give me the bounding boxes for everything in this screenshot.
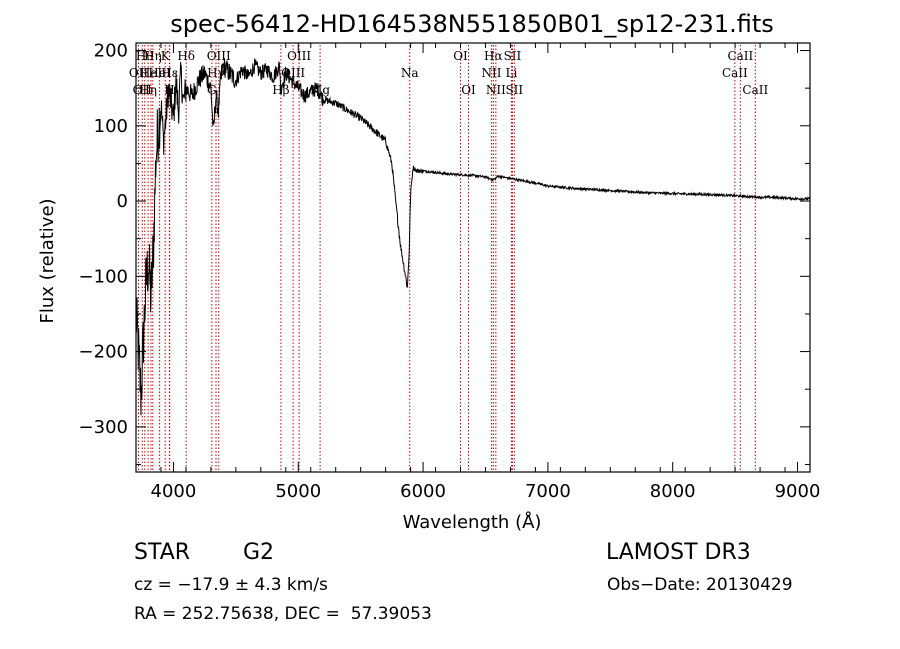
line-marker-label-16: OIII [287, 49, 311, 63]
survey-name: LAMOST DR3 [606, 540, 751, 565]
chart-title: spec-56412-HD164538N551850B01_sp12-231.f… [170, 10, 774, 38]
line-marker-label-7: K [161, 49, 171, 63]
object-class: STAR [134, 540, 191, 565]
line-marker-label-1: OII [133, 83, 153, 97]
line-marker-label-19: OI [453, 49, 468, 63]
series-layer [135, 58, 811, 416]
line-marker-label-4: HeI [140, 66, 163, 80]
line-marker-label-10: Hδ [177, 49, 195, 63]
line-marker-label-29: CaII [742, 83, 768, 97]
line-marker-label-5: Hη [144, 49, 162, 63]
line-marker-label-28: CaII [727, 49, 753, 63]
line-marker-label-24: Li [506, 66, 518, 80]
line-marker-label-0: OII [129, 66, 149, 80]
y-tick-label: 100 [94, 116, 128, 137]
plot-frame [135, 42, 811, 473]
line-markers: OIIOIIHθHηHeIHηHeIKHHεHδGHγOIIIHβOIIIOII… [129, 45, 768, 472]
x-tick-label: 9000 [775, 481, 821, 502]
line-marker-label-27: CaII [722, 66, 748, 80]
line-marker-label-22: Hα [484, 49, 503, 63]
line-marker-label-26: SII [505, 83, 523, 97]
series-line-flux [135, 58, 811, 416]
line-marker-label-9: Hε [161, 66, 178, 80]
x-axis-label: Wavelength (Å) [403, 511, 542, 533]
x-tick-label: 5000 [275, 481, 321, 502]
x-tick-label: 7000 [525, 481, 571, 502]
line-marker-label-25: SII [504, 49, 522, 63]
line-marker-label-20: OI [461, 83, 476, 97]
x-tick-label: 8000 [650, 481, 696, 502]
line-marker-label-2: Hθ [136, 49, 154, 63]
coordinates: RA = 252.75638, DEC = 57.39053 [134, 604, 432, 624]
subclass: G2 [243, 540, 275, 565]
x-tick-label: 4000 [151, 481, 197, 502]
y-tick-label: 200 [94, 41, 128, 62]
line-marker-label-3: Hη [139, 83, 157, 97]
line-marker-label-21: NII [481, 66, 501, 80]
axes: 4000 5000 6000 7000 8000 9000 −300 −200 −100 0 100… [79, 41, 821, 502]
y-tick-label: −300 [79, 417, 128, 438]
y-tick-label: 0 [117, 191, 128, 212]
y-axis-label: Flux (relative) [37, 198, 58, 323]
x-tick-label: 6000 [400, 481, 446, 502]
observation-date: Obs−Date: 20130429 [607, 575, 793, 595]
line-marker-label-23: NII [486, 83, 506, 97]
y-tick-label: −100 [79, 266, 128, 287]
line-marker-label-18: Na [401, 66, 419, 80]
y-tick-label: −200 [79, 342, 128, 363]
redshift-cz: cz = −17.9 ± 4.3 km/s [134, 575, 328, 595]
line-marker-label-11: G [207, 83, 217, 97]
